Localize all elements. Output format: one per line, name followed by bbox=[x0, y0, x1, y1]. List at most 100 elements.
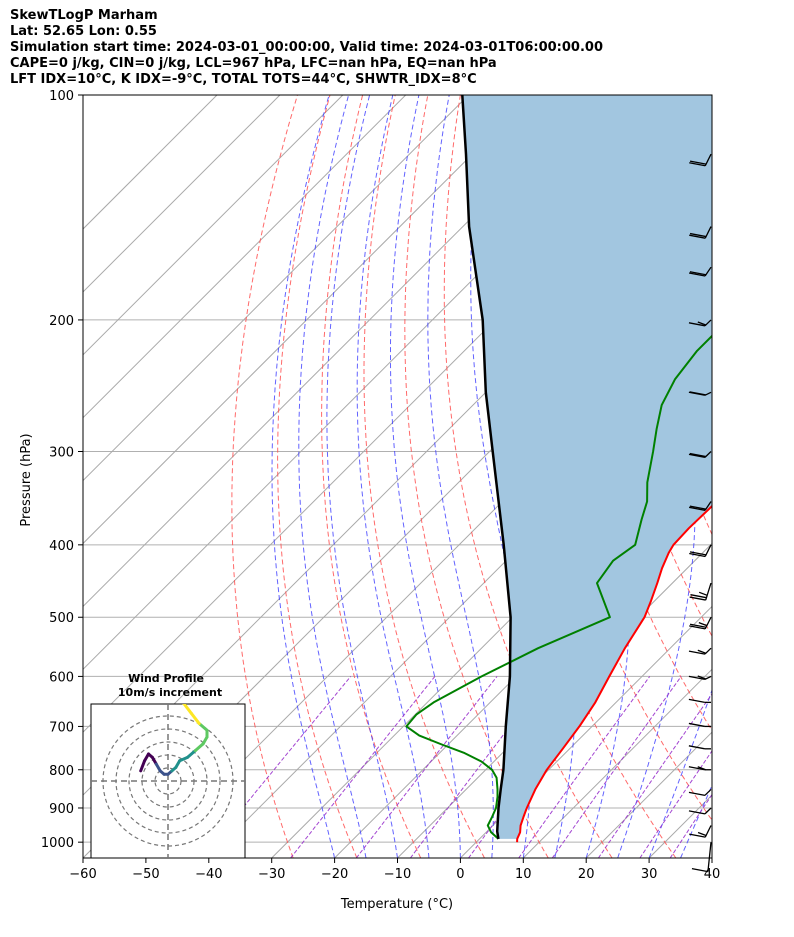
x-tick-label-4: −20 bbox=[321, 867, 348, 882]
hodograph-subtitle: 10m/s increment bbox=[118, 686, 222, 699]
wind-barb-250 bbox=[688, 391, 712, 396]
hodograph-segment-11 bbox=[186, 749, 197, 759]
dry-adiabat-40 bbox=[518, 95, 712, 821]
title-station: SkewTLogP Marham bbox=[10, 8, 158, 23]
x-tick-label-3: −30 bbox=[258, 867, 285, 882]
moist-adiabat-m20 bbox=[271, 95, 336, 858]
wind-barb-170 bbox=[688, 266, 712, 277]
stable-area-shade bbox=[462, 95, 712, 839]
wind-barb-full-flag bbox=[688, 766, 705, 771]
wind-barb-staff bbox=[704, 807, 712, 815]
dry-adiabat-0 bbox=[363, 95, 485, 858]
wind-barb-full-flag bbox=[689, 596, 706, 601]
wind-barb-800 bbox=[688, 766, 711, 771]
mixing-ratio-line-3 bbox=[409, 676, 549, 858]
plot-area bbox=[83, 95, 794, 858]
wind-barb-650 bbox=[688, 698, 711, 704]
wind-barb-full-flag bbox=[689, 625, 706, 630]
wind-barb-staff bbox=[704, 451, 712, 458]
y-tick-label-700: 700 bbox=[49, 720, 74, 735]
isotherm-m100 bbox=[83, 95, 595, 608]
dewpoint-line bbox=[405, 334, 712, 840]
y-tick-label-800: 800 bbox=[49, 764, 74, 779]
wind-barb-full-flag bbox=[689, 232, 707, 238]
y-tick-label-900: 900 bbox=[49, 802, 74, 817]
wind-barb-half-flag bbox=[697, 649, 707, 654]
hodograph-segment-0 bbox=[139, 759, 147, 773]
y-tick-label-300: 300 bbox=[49, 445, 74, 460]
x-tick-label-7: 10 bbox=[515, 867, 532, 882]
wind-barb-staff bbox=[704, 544, 712, 557]
hodograph-segment-17 bbox=[182, 704, 193, 715]
y-tick-label-600: 600 bbox=[49, 670, 74, 685]
mixing-ratio-line-8 bbox=[639, 749, 712, 858]
isotherm-m150 bbox=[83, 95, 281, 293]
hodograph-body bbox=[91, 704, 245, 858]
mixing-ratio-line-9 bbox=[669, 793, 712, 858]
wind-barb-staff bbox=[704, 226, 712, 239]
wind-barb-half-flag bbox=[697, 675, 706, 680]
dry-adiabat-m30 bbox=[231, 95, 298, 858]
temperature-line bbox=[516, 504, 712, 843]
y-tick-label-400: 400 bbox=[49, 539, 74, 554]
moist-adiabat-m10 bbox=[326, 95, 398, 858]
wind-barb-full-flag bbox=[689, 162, 706, 167]
wind-barb-half-flag bbox=[697, 766, 706, 771]
hodograph-title: Wind Profile bbox=[128, 672, 204, 685]
wind-barb-staff bbox=[704, 319, 712, 327]
isotherm-10 bbox=[522, 668, 712, 858]
mixing-ratio-line-6 bbox=[551, 676, 682, 858]
y-axis-label: Pressure (hPa) bbox=[19, 433, 34, 526]
wind-barb-staff bbox=[704, 616, 712, 630]
wind-barb-staff bbox=[704, 391, 712, 396]
wind-barb-full-flag bbox=[689, 623, 707, 628]
isotherm-m110 bbox=[83, 95, 532, 545]
mixing-ratio-line-1 bbox=[290, 676, 436, 858]
wind-barb-950 bbox=[689, 825, 712, 838]
moist-adiabat-30 bbox=[648, 688, 712, 858]
dry-adiabat-m10 bbox=[321, 95, 422, 858]
y-tick-label-100: 100 bbox=[49, 89, 74, 104]
wind-barb-full-flag bbox=[689, 391, 706, 396]
wind-barb-full-flag bbox=[688, 810, 706, 815]
wind-barb-120 bbox=[689, 153, 712, 167]
wind-barb-full-flag bbox=[689, 833, 706, 838]
x-tick-label-8: 20 bbox=[578, 867, 595, 882]
moist-adiabat-40 bbox=[711, 856, 712, 858]
wind-barb-full-flag bbox=[688, 453, 706, 459]
wind-barb-300 bbox=[688, 451, 712, 459]
mixing-ratio-line-5 bbox=[518, 676, 651, 858]
wind-barb-half-flag bbox=[698, 622, 708, 627]
dry-adiabat-100 bbox=[721, 95, 794, 858]
y-tick-label-500: 500 bbox=[49, 611, 74, 626]
wind-barb-500 bbox=[689, 616, 712, 630]
parcel-path-line bbox=[461, 95, 512, 840]
hodograph-segment-12 bbox=[193, 742, 205, 753]
hodograph-inset: Wind Profile 10m/s increment bbox=[90, 672, 246, 859]
wind-barb-full-flag bbox=[690, 594, 707, 599]
wind-barb-full-flag bbox=[688, 791, 706, 796]
wind-barb-staff bbox=[704, 825, 712, 838]
isotherm-m140 bbox=[83, 95, 344, 356]
wind-barb-full-flag bbox=[689, 234, 706, 239]
x-tick-label-6: 0 bbox=[456, 867, 464, 882]
hodograph-segment-16 bbox=[189, 711, 201, 726]
x-tick-label-2: −40 bbox=[195, 867, 222, 882]
wind-barb-700 bbox=[688, 722, 711, 728]
dry-adiabat-120 bbox=[786, 95, 794, 858]
wind-barb-staff bbox=[704, 675, 712, 680]
wind-barbs bbox=[688, 153, 712, 873]
y-tick-label-200: 200 bbox=[49, 314, 74, 329]
wind-barb-full-flag bbox=[688, 650, 706, 655]
wind-barb-staff bbox=[704, 501, 712, 511]
isotherm-m130 bbox=[83, 95, 407, 419]
wind-barb-half-flag bbox=[698, 591, 708, 596]
wind-barb-full-flag bbox=[688, 322, 706, 327]
wind-barb-750 bbox=[688, 745, 711, 750]
title-indices-1: CAPE=0 j/kg, CIN=0 j/kg, LCL=967 hPa, LF… bbox=[10, 56, 497, 71]
wind-barb-full-flag bbox=[688, 698, 705, 704]
x-tick-label-0: −60 bbox=[69, 867, 96, 882]
wind-barb-400 bbox=[689, 544, 712, 558]
wind-barb-full-flag bbox=[688, 506, 706, 511]
title-times: Simulation start time: 2024-03-01_00:00:… bbox=[10, 40, 603, 55]
